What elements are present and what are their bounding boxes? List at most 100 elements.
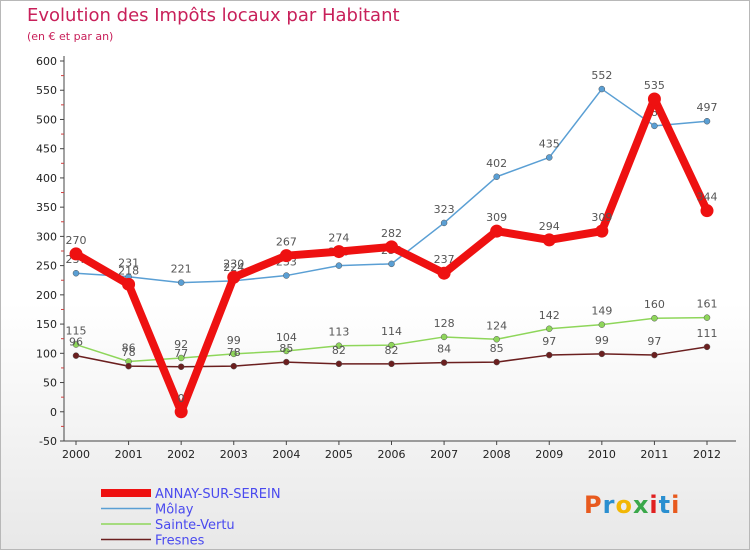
data-label: 161 <box>697 298 718 311</box>
data-label: 99 <box>595 334 609 347</box>
data-label: 309 <box>591 211 612 224</box>
data-label: 323 <box>434 203 455 216</box>
y-tick-label: 50 <box>43 377 57 390</box>
data-label: 82 <box>385 344 399 357</box>
data-point <box>230 350 237 358</box>
legend-item-label: Fresnes <box>155 534 205 549</box>
data-label: 97 <box>647 335 661 348</box>
data-label: 497 <box>697 101 718 114</box>
data-label: 128 <box>434 317 455 330</box>
data-point <box>388 260 395 268</box>
data-point <box>703 117 711 125</box>
data-label: 85 <box>279 342 293 355</box>
data-point <box>598 321 606 328</box>
data-point <box>125 362 132 370</box>
data-point <box>174 405 188 419</box>
data-point <box>703 314 711 321</box>
data-point <box>385 240 398 254</box>
logo-letter: o <box>615 491 633 519</box>
data-point <box>388 341 395 349</box>
data-label: 114 <box>381 325 402 338</box>
data-label: 344 <box>697 191 718 204</box>
x-tick-label: 2002 <box>167 448 195 461</box>
data-point <box>598 85 606 93</box>
data-point <box>440 219 448 227</box>
y-tick-label: 300 <box>36 230 57 243</box>
data-point <box>283 347 290 355</box>
data-label: 142 <box>539 309 560 322</box>
data-point <box>546 351 553 359</box>
legend-item-label: Môlay <box>155 503 194 518</box>
data-point <box>546 325 553 333</box>
data-label: 99 <box>227 334 241 347</box>
data-point <box>72 341 80 348</box>
data-label: 267 <box>276 236 297 249</box>
x-tick-label: 2000 <box>62 448 90 461</box>
data-point <box>595 224 609 238</box>
data-point <box>283 358 290 366</box>
data-point <box>332 245 346 259</box>
y-tick-label: 0 <box>50 406 57 419</box>
data-label: 97 <box>542 335 556 348</box>
data-label: 237 <box>434 253 455 266</box>
data-point <box>388 360 395 368</box>
data-point <box>700 204 714 218</box>
data-label: 282 <box>381 227 402 240</box>
data-point <box>437 266 451 280</box>
data-point <box>279 249 293 263</box>
y-tick-label: 100 <box>36 347 57 360</box>
data-point <box>230 362 237 370</box>
data-label: 84 <box>437 343 451 356</box>
data-point <box>283 272 290 279</box>
data-label: 78 <box>227 346 241 359</box>
chart-title: Evolution des Impôts locaux par Habitant <box>27 5 400 26</box>
y-tick-label: 550 <box>36 84 57 97</box>
data-point <box>69 247 83 261</box>
data-point <box>72 352 80 359</box>
data-label: 218 <box>118 264 139 277</box>
logo-letter: x <box>632 491 650 519</box>
data-point <box>493 336 500 343</box>
x-tick-label: 2005 <box>325 448 353 461</box>
data-label: 115 <box>66 325 87 338</box>
data-label: 231 <box>118 257 139 270</box>
data-point <box>493 173 500 181</box>
data-point <box>177 279 185 286</box>
data-label: 77 <box>174 347 188 360</box>
y-tick-label: 200 <box>36 289 57 302</box>
data-point <box>177 363 185 371</box>
data-label: 113 <box>328 326 349 339</box>
x-tick-label: 2007 <box>430 448 458 461</box>
logo-letter: r <box>602 491 616 519</box>
data-label: 86 <box>122 341 136 354</box>
y-tick-label: 600 <box>36 55 57 68</box>
x-tick-label: 2011 <box>640 448 668 461</box>
data-point <box>227 270 241 284</box>
data-label: 82 <box>332 344 346 357</box>
y-tick-label: 400 <box>36 172 57 185</box>
data-point <box>335 262 343 269</box>
legend-item-label: ANNAY-SUR-SEREIN <box>155 487 281 502</box>
x-tick-label: 2001 <box>115 448 143 461</box>
data-point <box>651 351 658 359</box>
data-point <box>651 122 658 130</box>
data-label: 552 <box>591 69 612 82</box>
y-tick-label: 350 <box>36 201 57 214</box>
data-label: 309 <box>486 211 507 224</box>
y-tick-label: 250 <box>36 260 57 273</box>
logo-letter: t <box>658 491 672 519</box>
data-label: 270 <box>66 234 87 247</box>
data-label: 274 <box>328 232 349 245</box>
y-tick-label: 450 <box>36 143 57 156</box>
x-tick-label: 2008 <box>483 448 511 461</box>
data-label: 104 <box>276 331 297 344</box>
x-tick-label: 2012 <box>693 448 721 461</box>
data-point <box>703 343 711 351</box>
data-point <box>72 269 80 277</box>
data-label: 224 <box>223 261 244 274</box>
data-label: 111 <box>697 327 718 340</box>
x-tick-label: 2010 <box>588 448 616 461</box>
data-label: 230 <box>223 257 244 270</box>
